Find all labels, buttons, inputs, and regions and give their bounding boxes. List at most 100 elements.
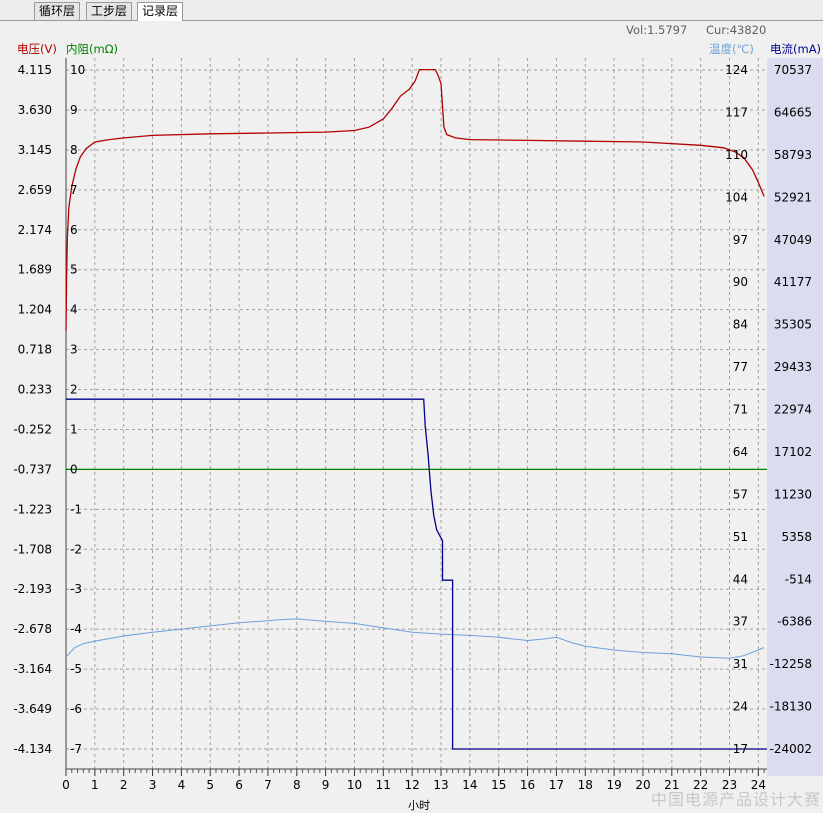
current-axis-title: 电流(mA) (770, 42, 822, 56)
x-tick-label: 21 (664, 778, 679, 792)
temperature-tick-label: 97 (733, 233, 748, 247)
x-tick-label: 22 (693, 778, 708, 792)
voltage-tick-label: -4.134 (13, 742, 52, 756)
current-tick-label: 29433 (774, 360, 812, 374)
tab-record-layer[interactable]: 记录层 (137, 2, 184, 21)
tick-labels: 0 1 2 3 4 5 6 7 8 9 10 11 12 13 14 15 16 17 18 19 20 21 22 23 24… (13, 63, 812, 792)
x-tick-label: 14 (462, 778, 477, 792)
resistance-tick-label: 0 (70, 462, 78, 476)
x-tick-label: 24 (751, 778, 766, 792)
resistance-tick-label: -4 (70, 622, 82, 636)
current-tick-label: 35305 (774, 318, 812, 332)
x-tick-label: 20 (635, 778, 650, 792)
x-tick-label: 18 (578, 778, 593, 792)
resistance-tick-label: -6 (70, 702, 82, 716)
temperature-tick-label: 31 (733, 657, 748, 671)
x-tick-label: 7 (264, 778, 272, 792)
voltage-tick-label: 2.659 (18, 183, 52, 197)
x-tick-label: 5 (206, 778, 214, 792)
axes (65, 58, 767, 776)
voltage-tick-label: -3.164 (13, 662, 52, 676)
x-tick-label: 8 (293, 778, 301, 792)
x-tick-label: 19 (606, 778, 621, 792)
current-tick-label: 70537 (774, 63, 812, 77)
temperature-tick-label: 37 (733, 615, 748, 629)
resistance-tick-label: 2 (70, 383, 78, 397)
voltage-tick-label: 1.204 (18, 303, 52, 317)
voltage-tick-label: 0.233 (18, 383, 52, 397)
current-tick-label: 17102 (774, 445, 812, 459)
x-tick-label: 6 (235, 778, 243, 792)
current-tick-label: 22974 (774, 403, 812, 417)
voltage-tick-label: 3.630 (18, 103, 52, 117)
resistance-tick-label: 6 (70, 223, 78, 237)
temperature-tick-label: 124 (725, 63, 748, 77)
x-tick-label: 2 (120, 778, 128, 792)
resistance-tick-label: -2 (70, 542, 82, 556)
tab-cycle-layer[interactable]: 循环层 (34, 2, 81, 20)
current-tick-label: -24002 (769, 742, 812, 756)
current-tick-label: 58793 (774, 148, 812, 162)
x-tick-label: 16 (520, 778, 535, 792)
current-tick-label: 41177 (774, 275, 812, 289)
temperature-tick-label: 17 (733, 742, 748, 756)
current-axis-panel (767, 58, 823, 776)
x-tick-label: 12 (405, 778, 420, 792)
voltage-tick-label: 2.174 (18, 223, 52, 237)
temperature-tick-label: 57 (733, 487, 748, 501)
x-tick-label: 3 (149, 778, 157, 792)
grid (65, 58, 767, 769)
temperature-tick-label: 104 (725, 190, 748, 204)
temperature-tick-label: 71 (733, 403, 748, 417)
resistance-tick-label: -7 (70, 742, 82, 756)
x-tick-label: 10 (347, 778, 362, 792)
x-tick-label: 11 (376, 778, 391, 792)
x-axis-title: 小时 (408, 799, 430, 812)
current-tick-label: 52921 (774, 190, 812, 204)
x-tick-label: 13 (433, 778, 448, 792)
voltage-tick-label: 4.115 (18, 63, 52, 77)
current-tick-label: -514 (785, 572, 812, 586)
voltage-tick-label: 1.689 (18, 263, 52, 277)
resistance-tick-label: 5 (70, 263, 78, 277)
resistance-tick-label: -1 (70, 502, 82, 516)
x-tick-label: 15 (491, 778, 506, 792)
voltage-tick-label: -0.252 (13, 422, 52, 436)
temperature-axis-title: 温度(℃) (709, 42, 754, 56)
temperature-tick-label: 44 (733, 572, 748, 586)
current-tick-label: 5358 (781, 530, 812, 544)
voltage-tick-label: -3.649 (13, 702, 52, 716)
temperature-series-line (65, 618, 765, 659)
tab-bar: 循环层 工步层 记录层 (0, 0, 823, 21)
current-tick-label: -18130 (769, 700, 812, 714)
resistance-tick-label: 9 (70, 103, 78, 117)
voltage-tick-label: 0.718 (18, 343, 52, 357)
resistance-tick-label: -5 (70, 662, 82, 676)
x-tick-label: 1 (91, 778, 99, 792)
voltage-tick-label: -0.737 (13, 462, 52, 476)
current-tick-label: 11230 (774, 487, 812, 501)
resistance-tick-label: 4 (70, 303, 78, 317)
series-lines (65, 68, 767, 750)
current-tick-label: -6386 (777, 615, 812, 629)
temperature-tick-label: 77 (733, 360, 748, 374)
temperature-tick-label: 24 (733, 700, 748, 714)
voltage-series-line (65, 68, 765, 331)
voltage-tick-label: 3.145 (18, 143, 52, 157)
current-tick-label: -12258 (769, 657, 812, 671)
x-tick-label: 17 (549, 778, 564, 792)
x-tick-label: 23 (722, 778, 737, 792)
resistance-tick-label: 1 (70, 422, 78, 436)
current-tick-label: 64665 (774, 105, 812, 119)
current-readout: Cur:43820 (706, 23, 767, 37)
current-series-line (66, 398, 767, 750)
current-tick-label: 47049 (774, 233, 812, 247)
temperature-tick-label: 117 (725, 105, 748, 119)
tab-step-layer[interactable]: 工步层 (86, 2, 133, 20)
voltage-tick-label: -1.708 (13, 542, 52, 556)
resistance-tick-label: 8 (70, 143, 78, 157)
voltage-axis-title: 电压(V) (17, 42, 57, 56)
voltage-tick-label: -1.223 (13, 502, 52, 516)
temperature-tick-label: 84 (733, 318, 748, 332)
